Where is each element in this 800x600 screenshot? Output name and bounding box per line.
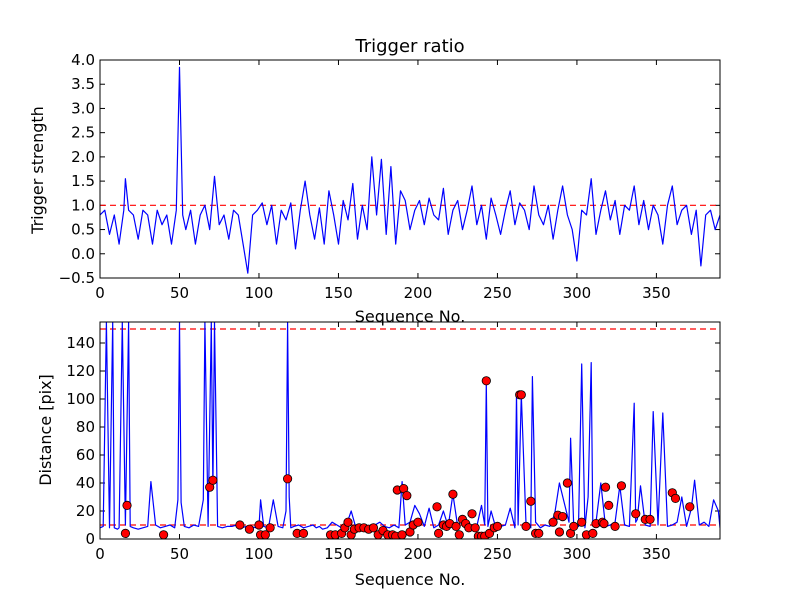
detection-marker [610,521,620,532]
detection-marker [434,528,444,539]
trigger-ratio-title: Trigger ratio [354,36,464,57]
bottom-y-tick-label: 60 [76,446,95,464]
top-y-tick-label: 1.5 [71,172,95,190]
detection-marker [554,527,565,537]
top-y-tick-label: 3.5 [71,75,95,93]
top-x-tick-label: 150 [324,284,353,302]
detection-marker [402,490,412,501]
detection-marker [413,517,423,527]
detection-marker [368,523,379,533]
detection-marker [548,517,558,527]
detection-marker [616,481,627,491]
detection-marker [600,482,611,492]
top-series-line [100,66,720,274]
bottom-x-tick-label: 250 [483,545,512,563]
detection-marker [298,528,309,539]
detection-marker [516,390,526,400]
detection-marker [467,509,477,519]
bottom-x-tick-label: 100 [245,545,274,563]
top-y-tick-label: 2.0 [71,148,95,166]
top-y-tick-label: −0.5 [59,269,95,287]
top-x-tick-label: 300 [563,284,592,302]
detection-marker [492,521,503,532]
detection-marker [577,517,587,527]
top-x-tick-label: 250 [483,284,512,302]
bottom-y-tick-label: 80 [76,418,95,436]
top-y-tick-label: 3.0 [71,99,95,117]
detection-marker [526,496,536,506]
detection-marker [670,493,681,503]
bottom-y-tick-label: 0 [85,530,95,548]
detection-marker [562,478,572,488]
detection-marker [343,517,353,527]
bottom-y-tick-label: 140 [66,334,95,352]
bottom-x-tick-label: 0 [95,545,105,563]
top-axis-ticks: 0 50 100 150 200 250 300 350 −0.5 0.0 0.5 1.0 1.5 2.0… [59,51,720,302]
top-y-axis-label: Trigger strength [28,106,47,235]
detection-marker [254,520,264,530]
detection-marker [599,518,609,529]
detection-marker [521,521,531,532]
distance-plot: Sequence No. Distance [pix] 0 50 100 150 200… [36,321,721,589]
top-y-tick-label: 2.5 [71,124,95,142]
top-y-tick-label: 0.0 [71,245,95,263]
top-y-tick-label: 1.0 [71,196,95,214]
detection-marker [432,502,442,512]
top-x-tick-label: 50 [170,284,189,302]
top-x-tick-label: 200 [404,284,433,302]
detection-marker [451,521,461,532]
detection-marker [282,474,293,484]
detection-marker [158,530,169,539]
detection-marker [645,514,655,525]
bottom-y-tick-label: 100 [66,390,95,408]
top-x-tick-label: 100 [245,284,274,302]
detection-marker [454,530,464,539]
detection-marker [208,475,218,485]
trigger-ratio-plot: Trigger ratio Sequence No. Trigger stren… [28,36,721,326]
detection-marker [265,523,275,533]
top-y-tick-label: 0.5 [71,221,95,239]
detection-marker [604,500,614,510]
bottom-x-tick-label: 200 [404,545,433,563]
detection-marker [558,511,568,522]
bottom-y-axis-label: Distance [pix] [36,374,55,486]
top-x-tick-label: 350 [642,284,671,302]
detection-marker [470,523,480,533]
detection-marker [244,524,255,534]
top-y-tick-label: 4.0 [71,51,95,69]
bottom-plot-area [100,322,720,539]
bottom-x-tick-label: 350 [642,545,671,563]
detection-marker [448,489,458,499]
detection-marker [122,500,132,510]
bottom-series-line [100,322,720,530]
bottom-y-tick-label: 40 [76,474,95,492]
bottom-axes-frame [99,321,721,540]
bottom-y-tick-label: 20 [76,502,95,520]
detection-marker [569,521,579,532]
detection-marker [534,528,544,539]
detection-marker [397,530,407,539]
top-plot-area [100,66,720,274]
detection-marker [685,502,695,512]
bottom-x-tick-label: 150 [324,545,353,563]
detection-marker [631,509,641,519]
bottom-x-tick-label: 300 [563,545,592,563]
detection-marker [235,520,245,530]
bottom-x-tick-label: 50 [170,545,189,563]
bottom-y-tick-label: 120 [66,362,95,380]
detection-marker [481,376,491,386]
detection-marker [120,528,131,539]
bottom-x-axis-label: Sequence No. [355,570,466,589]
top-x-tick-label: 0 [95,284,105,302]
top-x-axis-label: Sequence No. [355,307,466,326]
top-axes-frame [99,59,721,279]
detection-marker [588,528,598,539]
bottom-axis-ticks: 0 50 100 150 200 250 300 350 0 20 40 60 80 100 120 140 [66,322,720,563]
